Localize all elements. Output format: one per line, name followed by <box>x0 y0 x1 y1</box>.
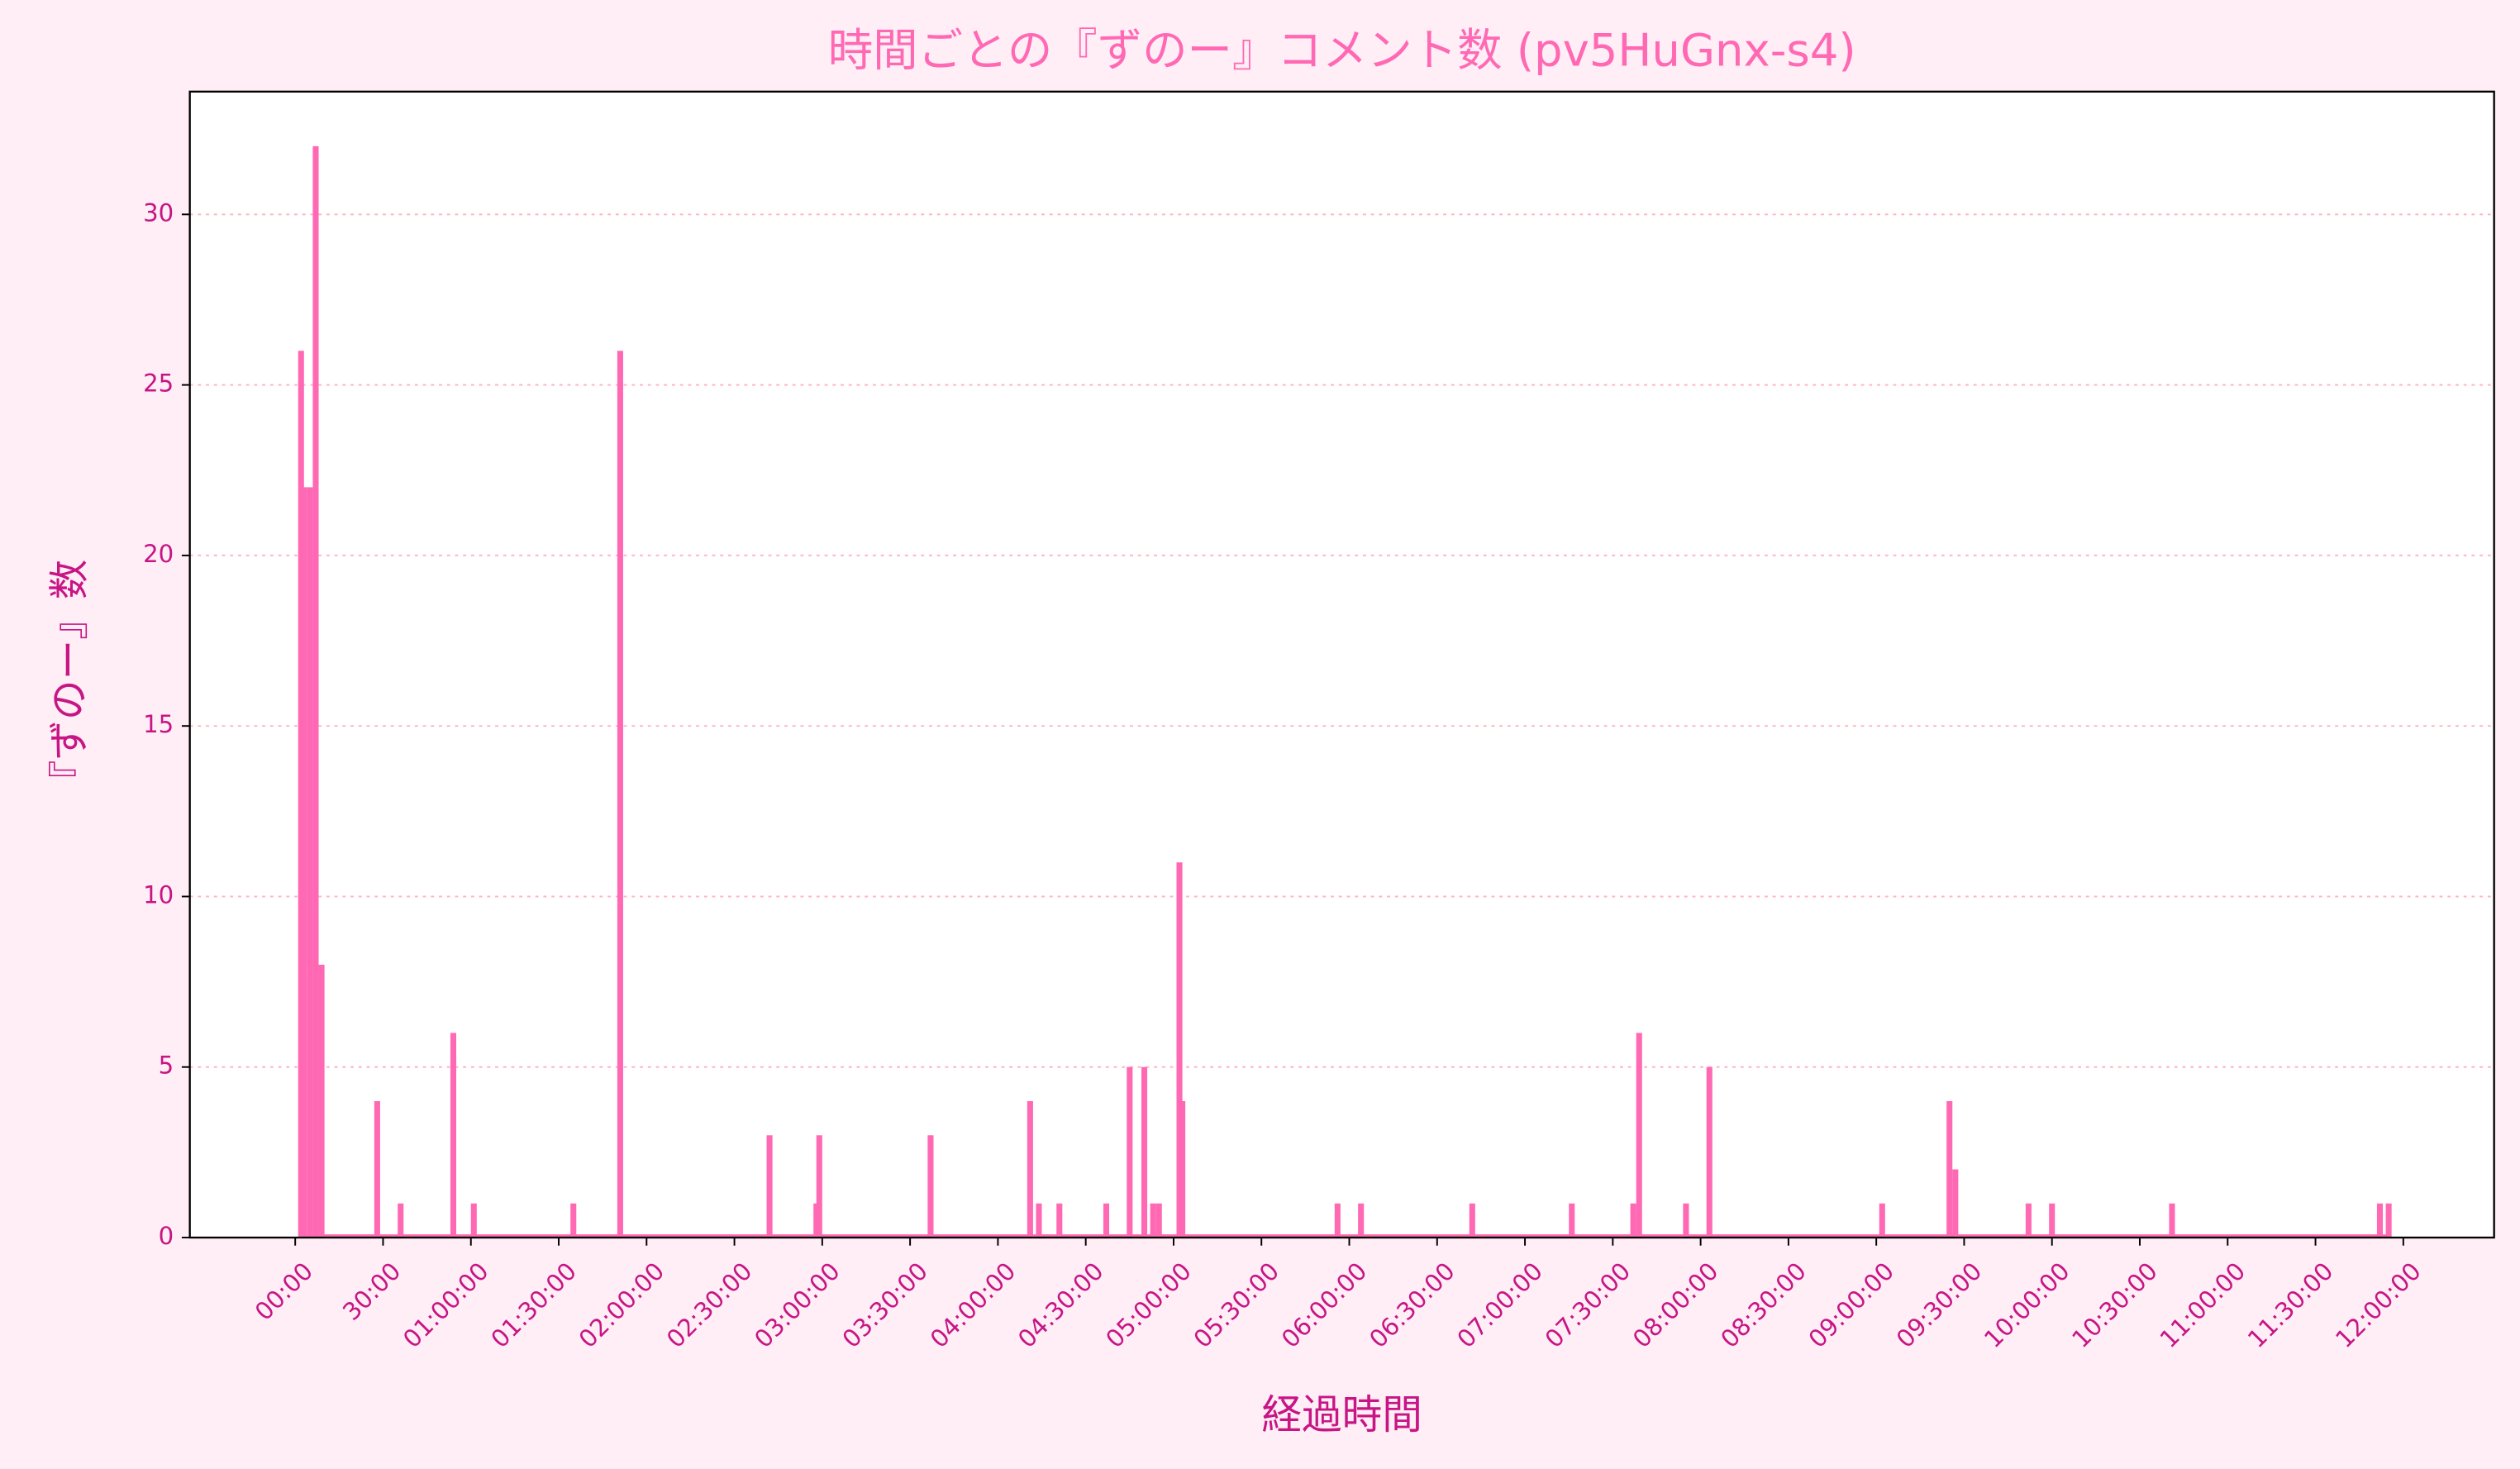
bar <box>927 1135 934 1238</box>
y-tick-label: 15 <box>143 710 174 738</box>
bar <box>1027 1101 1033 1238</box>
bar <box>398 1203 404 1238</box>
y-tick-label: 25 <box>143 370 174 398</box>
chart-title: 時間ごとの『ずのー』コメント数 (pv5HuGnx-s4) <box>828 23 1856 76</box>
bar <box>1683 1203 1689 1238</box>
bar <box>307 487 313 1238</box>
bar <box>766 1135 773 1238</box>
bar <box>570 1203 577 1238</box>
bar <box>312 145 319 1238</box>
y-tick-label: 5 <box>159 1052 174 1080</box>
plot-frame <box>188 90 2495 1239</box>
bar <box>318 964 325 1238</box>
y-tick-label: 10 <box>143 880 174 909</box>
bar <box>1952 1169 1959 1238</box>
bar <box>2025 1203 2032 1238</box>
bar <box>1946 1101 1953 1238</box>
y-tick-label: 20 <box>143 540 174 568</box>
bar <box>1179 1101 1186 1238</box>
bar <box>1569 1203 1575 1238</box>
bar <box>1155 1203 1162 1238</box>
y-tick-label: 0 <box>159 1222 174 1250</box>
bar <box>1127 1066 1133 1238</box>
bar <box>1056 1203 1063 1238</box>
bar <box>1706 1066 1713 1238</box>
y-axis-label: 『ずのー』数 <box>47 560 93 801</box>
y-tick-label: 30 <box>143 198 174 227</box>
bar <box>1334 1203 1341 1238</box>
bar <box>2169 1203 2175 1238</box>
bar <box>1176 862 1183 1238</box>
x-axis-label: 経過時間 <box>1261 1392 1422 1438</box>
bar <box>1103 1203 1110 1238</box>
bar <box>1141 1066 1148 1238</box>
bar <box>1036 1203 1042 1238</box>
bar <box>301 487 307 1238</box>
bar <box>470 1203 477 1238</box>
bar <box>1150 1203 1156 1238</box>
bar <box>2049 1203 2056 1238</box>
bar <box>374 1101 380 1238</box>
bar <box>816 1135 822 1238</box>
bar <box>2376 1203 2384 1238</box>
plot-area <box>189 91 2494 1238</box>
bar <box>1469 1203 1475 1238</box>
bar <box>450 1033 457 1238</box>
bar <box>1636 1033 1642 1238</box>
bar <box>1630 1203 1636 1238</box>
bar <box>617 351 623 1238</box>
bar <box>2385 1203 2392 1238</box>
bar <box>1879 1203 1885 1238</box>
bar <box>1358 1203 1365 1238</box>
